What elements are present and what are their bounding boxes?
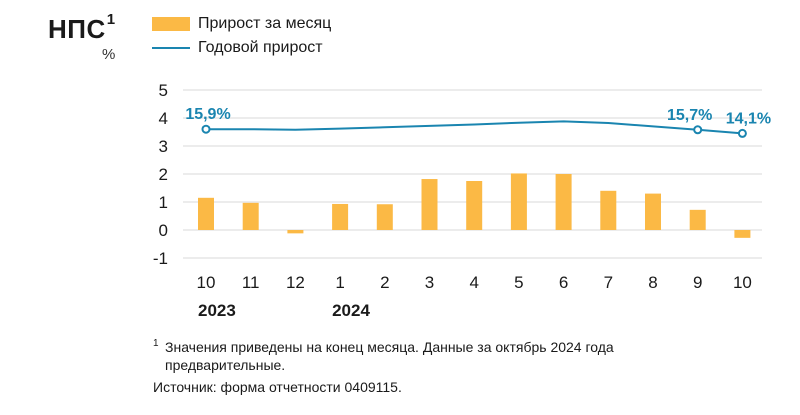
legend-label-line: Годовой прирост bbox=[198, 39, 323, 56]
x-tick-label: 8 bbox=[648, 273, 657, 292]
bar bbox=[734, 230, 751, 238]
x-tick-label: 11 bbox=[242, 273, 260, 292]
bar bbox=[287, 230, 304, 234]
y-tick-label: 1 bbox=[159, 193, 168, 212]
y-tick-label: 4 bbox=[159, 109, 168, 128]
unit-label: % bbox=[102, 46, 116, 63]
legend-swatch-bars bbox=[152, 17, 190, 31]
x-tick-label: 9 bbox=[693, 273, 702, 292]
bar bbox=[510, 173, 527, 230]
bar bbox=[600, 190, 617, 230]
year-label: 2024 bbox=[332, 301, 370, 320]
footnote-ref: 1 bbox=[106, 11, 116, 29]
line-marker bbox=[201, 124, 211, 134]
bar bbox=[332, 203, 349, 230]
y-tick-label: 3 bbox=[159, 137, 168, 156]
x-tick-label: 12 bbox=[286, 273, 305, 292]
x-tick-label: 7 bbox=[604, 273, 613, 292]
footnote: 1 Значения приведены на конец месяца. Да… bbox=[153, 338, 713, 374]
bar bbox=[689, 209, 706, 230]
legend-swatch-line bbox=[152, 47, 190, 49]
y-tick-label: 2 bbox=[159, 165, 168, 184]
x-tick-label: 6 bbox=[559, 273, 568, 292]
footnote-mark: 1 bbox=[153, 338, 159, 349]
data-label: 15,9% bbox=[185, 106, 230, 123]
year-label: 2023 bbox=[198, 301, 236, 320]
y-tick-label: -1 bbox=[153, 249, 168, 268]
legend: Прирост за месяц Годовой прирост bbox=[152, 12, 331, 60]
line-marker bbox=[693, 125, 703, 135]
y-tick-label: 5 bbox=[159, 81, 168, 100]
source-note: Источник: форма отчетности 0409115. bbox=[153, 379, 402, 395]
bar bbox=[555, 174, 572, 230]
x-tick-label: 10 bbox=[197, 273, 216, 292]
x-tick-label: 4 bbox=[469, 273, 478, 292]
bar bbox=[466, 181, 483, 230]
footnote-text: Значения приведены на конец месяца. Данн… bbox=[165, 339, 614, 373]
chart-title: НПС1 bbox=[48, 11, 116, 44]
line-marker bbox=[737, 128, 747, 138]
bar bbox=[376, 204, 393, 230]
y-tick-label: 0 bbox=[159, 221, 168, 240]
x-tick-label: 1 bbox=[335, 273, 344, 292]
legend-item-bars: Прирост за месяц bbox=[152, 12, 331, 36]
data-label: 14,1% bbox=[726, 110, 771, 127]
x-tick-label: 5 bbox=[514, 273, 523, 292]
line-series bbox=[206, 120, 743, 135]
x-tick-label: 2 bbox=[380, 273, 389, 292]
x-tick-label: 10 bbox=[733, 273, 752, 292]
data-label: 15,7% bbox=[667, 107, 712, 124]
bar bbox=[198, 197, 214, 230]
legend-label-bars: Прирост за месяц bbox=[198, 15, 332, 32]
bar bbox=[421, 179, 438, 230]
bar bbox=[242, 202, 259, 230]
legend-item-line: Годовой прирост bbox=[152, 36, 331, 60]
bar bbox=[645, 193, 661, 230]
x-tick-label: 3 bbox=[425, 273, 434, 292]
